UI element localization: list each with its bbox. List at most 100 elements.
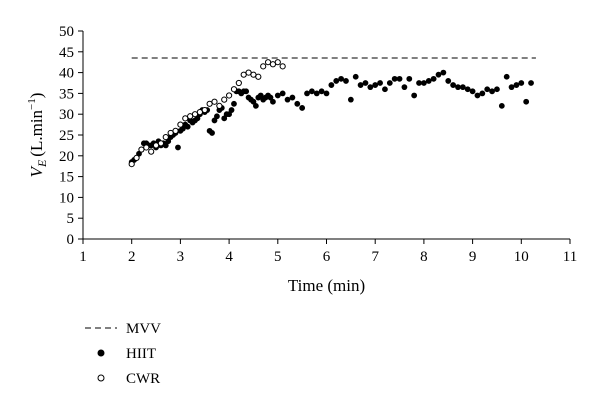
data-point-cwr xyxy=(216,102,223,109)
y-tick-label: 15 xyxy=(59,170,74,186)
y-tick-label: 25 xyxy=(59,128,74,144)
data-point-hiit xyxy=(382,86,388,93)
data-point-hiit xyxy=(357,82,364,88)
y-axis-title-unit: (L.min xyxy=(27,109,46,156)
data-point-cwr xyxy=(221,96,228,103)
y-tick-label: 10 xyxy=(59,190,74,206)
data-point-hiit xyxy=(267,94,274,101)
data-point-cwr xyxy=(143,144,150,151)
legend-cwr-marker xyxy=(97,374,105,382)
y-tick-label: 35 xyxy=(59,86,74,102)
x-tick-label: 2 xyxy=(128,249,136,265)
data-point-cwr xyxy=(128,161,135,168)
x-ticks: 1 2 3 4 5 6 7 8 9 10 11 xyxy=(79,239,577,265)
data-point-hiit xyxy=(347,96,354,103)
data-point-hiit xyxy=(469,88,476,95)
data-point-hiit xyxy=(396,75,403,82)
data-point-hiit xyxy=(484,86,491,93)
y-tick-label: 50 xyxy=(59,24,74,40)
data-point-cwr xyxy=(172,127,179,134)
data-point-hiit xyxy=(503,73,510,80)
data-point-hiit xyxy=(474,92,481,99)
x-tick-label: 8 xyxy=(420,249,428,265)
data-point-hiit xyxy=(440,69,447,76)
data-point-hiit xyxy=(175,144,181,151)
data-point-hiit xyxy=(299,105,306,111)
data-point-cwr xyxy=(274,59,281,66)
data-point-cwr xyxy=(226,92,233,99)
x-tick-label: 6 xyxy=(323,249,331,265)
y-ticks: 0 5 10 15 20 25 30 35 40 45 50 xyxy=(59,24,83,248)
data-point-cwr xyxy=(177,121,184,128)
data-point-cwr xyxy=(235,79,242,87)
data-point-hiit xyxy=(523,98,530,105)
data-point-hiit xyxy=(352,73,359,80)
data-point-hiit xyxy=(270,98,276,105)
y-tick-label: 40 xyxy=(59,66,74,82)
data-point-hiit xyxy=(464,86,471,93)
data-point-hiit xyxy=(313,90,320,97)
data-point-hiit xyxy=(362,80,369,86)
data-point-hiit xyxy=(372,82,379,88)
data-point-hiit xyxy=(411,92,418,99)
data-point-hiit xyxy=(243,88,250,95)
data-point-hiit xyxy=(250,98,257,105)
data-point-hiit xyxy=(333,78,340,84)
data-point-hiit xyxy=(228,107,235,113)
x-axis-title: Time (min) xyxy=(288,276,365,295)
data-point-hiit xyxy=(231,100,237,107)
data-point-cwr xyxy=(201,106,208,114)
x-tick-label: 5 xyxy=(274,249,282,265)
data-point-hiit xyxy=(391,75,398,82)
data-point-hiit xyxy=(508,84,515,91)
data-point-cwr xyxy=(157,140,165,147)
data-point-hiit xyxy=(430,75,437,82)
data-point-hiit xyxy=(450,82,457,88)
data-point-hiit xyxy=(416,80,422,86)
data-point-hiit xyxy=(318,88,325,95)
data-point-cwr xyxy=(230,86,238,93)
data-point-hiit xyxy=(489,88,495,95)
data-point-hiit xyxy=(513,82,520,88)
data-point-cwr xyxy=(211,98,218,105)
data-point-hiit xyxy=(257,92,264,99)
legend-hiit-label: HIIT xyxy=(126,346,156,362)
data-point-cwr xyxy=(148,148,155,155)
y-axis-title-sub: E xyxy=(35,159,49,168)
data-point-cwr xyxy=(255,73,262,80)
data-point-hiit xyxy=(214,113,220,120)
data-point-hiit xyxy=(435,71,442,78)
data-point-hiit xyxy=(528,80,534,86)
y-tick-label: 45 xyxy=(59,45,74,61)
y-axis-title-main: V xyxy=(27,164,46,177)
x-tick-label: 10 xyxy=(514,249,529,265)
data-point-hiit xyxy=(304,90,310,97)
data-point-cwr xyxy=(162,133,169,141)
data-point-hiit xyxy=(479,90,486,97)
data-point-hiit xyxy=(328,82,335,88)
data-point-hiit xyxy=(274,92,281,99)
data-point-hiit xyxy=(343,78,349,84)
data-point-hiit xyxy=(338,75,345,82)
data-point-hiit xyxy=(498,102,505,109)
data-point-hiit xyxy=(425,78,432,84)
data-point-hiit xyxy=(211,117,218,124)
data-point-hiit xyxy=(252,102,259,109)
y-axis-title-close: ) xyxy=(27,93,46,99)
data-point-hiit xyxy=(494,86,500,93)
data-point-cwr xyxy=(279,63,286,70)
y-axis-title-exp: −1 xyxy=(26,98,38,110)
data-point-hiit xyxy=(455,84,461,91)
data-point-hiit xyxy=(377,80,383,86)
data-point-cwr xyxy=(133,154,140,161)
data-point-hiit xyxy=(226,111,233,118)
data-point-hiit xyxy=(367,84,374,91)
series-cwr xyxy=(128,59,286,168)
data-point-hiit xyxy=(284,96,291,103)
legend: MVV HIIT CWR xyxy=(85,321,161,387)
x-tick-label: 7 xyxy=(371,249,379,265)
x-tick-label: 3 xyxy=(177,249,185,265)
y-tick-label: 5 xyxy=(67,211,75,227)
data-point-hiit xyxy=(184,123,191,130)
